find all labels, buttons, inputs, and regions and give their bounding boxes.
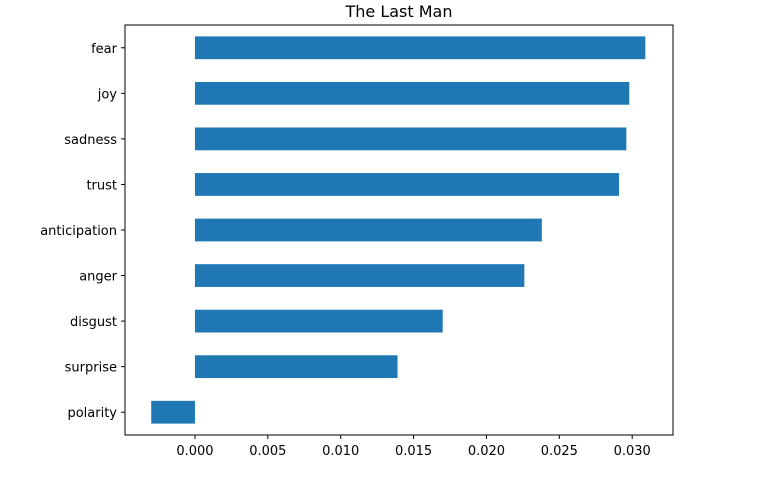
bar-joy (194, 81, 630, 105)
y-tick-label: fear (91, 42, 118, 57)
bar-trust (194, 173, 620, 196)
y-tick-label: anger (79, 270, 117, 285)
bars-layer (151, 36, 646, 424)
bar-surprise (194, 355, 398, 379)
y-tick-label: surprise (65, 361, 117, 376)
y-tick-label: sadness (64, 133, 117, 148)
y-tick-label: disgust (70, 315, 117, 330)
bar-fear (194, 36, 646, 60)
x-axis: 0.000 0.005 0.010 0.015 0.020 0.025 0.030 (176, 435, 651, 459)
bar-anger (194, 264, 525, 287)
x-tick-label: 0.005 (249, 444, 286, 459)
chart-title: The Last Man (344, 2, 452, 21)
bar-anticipation (194, 218, 542, 242)
x-tick-label: 0.015 (395, 444, 432, 459)
bar-disgust (194, 309, 443, 333)
plot-frame (124, 24, 674, 436)
bar-sadness (194, 127, 627, 151)
y-tick-label: polarity (67, 406, 117, 421)
x-tick-label: 0.010 (322, 444, 359, 459)
y-tick-label: anticipation (40, 224, 117, 239)
x-tick-label: 0.030 (614, 444, 651, 459)
x-tick-label: 0.020 (468, 444, 505, 459)
x-tick-label: 0.000 (176, 444, 213, 459)
y-tick-label: joy (97, 87, 118, 102)
y-tick-label: trust (86, 178, 117, 193)
x-tick-label: 0.025 (541, 444, 578, 459)
bar-polarity (151, 400, 195, 424)
y-axis: fear joy sadness trust anticipation anger disg… (40, 42, 125, 421)
